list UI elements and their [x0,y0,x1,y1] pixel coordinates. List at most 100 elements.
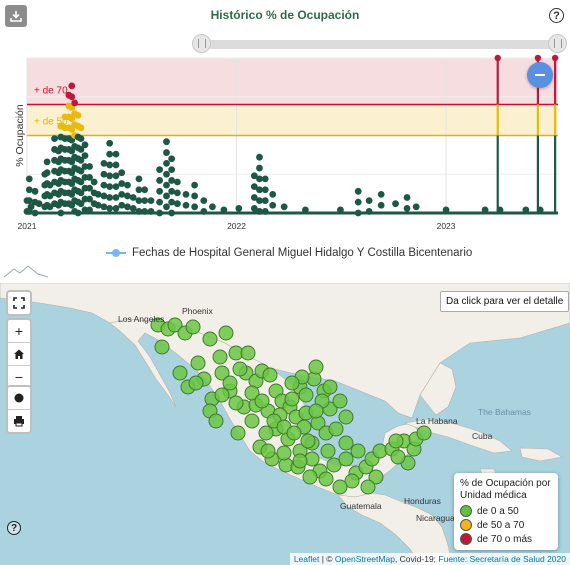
legend-series-label: Fechas de Hospital General Miguel Hidalg… [132,247,473,259]
hospital-marker[interactable] [326,457,342,473]
hospital-marker[interactable] [328,421,344,437]
hospital-marker[interactable] [284,391,300,407]
hospital-marker[interactable] [208,413,224,429]
band-label-0: + de 70 [34,86,68,97]
hospital-marker[interactable] [230,425,246,441]
hospital-marker[interactable] [202,331,218,347]
data-point [403,204,411,212]
hospital-marker[interactable] [338,451,354,467]
hospital-marker[interactable] [300,433,316,449]
data-point [118,169,126,177]
zoom-out-button[interactable] [527,62,553,88]
hospital-marker[interactable] [222,375,238,391]
hospital-marker[interactable] [332,393,348,409]
hospital-marker[interactable] [258,425,274,441]
hospital-marker[interactable] [188,375,204,391]
download-button[interactable] [5,5,27,27]
print-button[interactable] [8,410,30,432]
hospital-marker[interactable] [416,425,432,441]
hispaniola-land [519,447,563,462]
data-point [68,82,76,90]
data-point [77,124,85,132]
date-range-slider-track[interactable] [196,40,562,49]
data-point [163,170,170,178]
range-end-handle[interactable] [548,34,567,53]
data-point [261,175,269,183]
hospital-marker[interactable] [214,365,230,381]
zoom-controls[interactable]: + − [6,318,32,390]
hospital-marker[interactable] [244,413,260,429]
help-icon[interactable]: ? [549,8,564,23]
map-canvas[interactable] [0,283,570,565]
hospital-marker[interactable] [344,473,360,489]
hospital-marker[interactable] [154,339,170,355]
data-point [112,204,120,212]
hospital-marker[interactable] [318,471,334,487]
map-help-icon[interactable]: ? [7,521,21,535]
data-point [135,175,143,183]
hospital-marker[interactable] [338,409,354,425]
chart-legend[interactable]: Fechas de Hospital General Miguel Hidalg… [106,247,472,259]
data-point [168,198,176,206]
hospital-marker[interactable] [308,359,324,375]
tool-controls[interactable] [6,385,32,434]
hospital-marker[interactable] [244,385,260,401]
zoom-out-map-button[interactable]: − [14,369,24,385]
source-link[interactable]: Fuente: Secretaría de Salud 2020 [438,554,566,564]
hospital-marker[interactable] [308,403,324,419]
hospital-marker[interactable] [322,379,338,395]
hospital-marker[interactable] [350,443,366,459]
hospital-marker[interactable] [185,319,201,335]
hospital-marker[interactable] [332,479,348,495]
hospital-marker[interactable] [360,479,376,495]
map-legend-title: % de Ocupación por Unidad médica [460,478,551,501]
locate-button[interactable] [8,387,30,410]
hospital-marker[interactable] [262,367,278,383]
hospital-marker[interactable] [368,469,384,485]
home-button[interactable] [8,343,30,366]
hospital-marker[interactable] [167,317,183,333]
hospital-marker[interactable] [338,435,354,451]
osm-link[interactable]: OpenStreetMap [334,554,395,564]
hospital-marker[interactable] [292,453,308,469]
data-point [43,158,51,166]
hospital-marker[interactable] [298,387,314,403]
hospital-marker[interactable] [388,433,404,449]
data-point [106,204,114,212]
data-point [250,204,258,212]
map-legend-item: de 0 a 50 [460,505,552,517]
central-america-land [337,492,453,565]
hospital-marker[interactable] [172,365,188,381]
data-point [124,192,131,200]
hospital-marker[interactable] [302,469,318,485]
hospital-marker[interactable] [190,355,206,371]
hospital-marker[interactable] [232,361,248,377]
hospital-marker[interactable] [254,393,270,409]
band-1 [27,104,558,136]
map-panel[interactable]: Los Angeles Phoenix La Habana The Bahama… [0,283,570,565]
hospital-marker[interactable] [320,443,336,459]
data-point [156,198,164,206]
data-point [412,203,420,211]
data-point [168,209,176,217]
hospital-marker[interactable] [228,395,244,411]
data-point [90,178,98,186]
legend-dot-yellow [460,519,472,531]
hospital-marker[interactable] [286,425,302,441]
leaflet-link[interactable]: Leaflet [293,554,320,564]
occupancy-chart[interactable]: + de 70 + de 50 % Ocupación 2021 2022 2023 [0,0,570,262]
zoom-in-button[interactable]: + [8,320,30,343]
hospital-marker[interactable] [212,349,228,365]
hospital-marker[interactable] [260,443,276,459]
hospital-marker[interactable] [276,445,292,461]
hospital-marker[interactable] [214,387,230,403]
hospital-marker[interactable] [218,325,234,341]
fullscreen-icon[interactable] [8,292,30,314]
range-start-handle[interactable] [192,34,211,53]
hospital-marker[interactable] [284,375,300,391]
detail-button[interactable]: Da click para ver el detalle [440,291,570,312]
hospital-marker[interactable] [390,449,406,465]
hospital-marker[interactable] [240,345,256,361]
data-point [354,187,362,195]
fullscreen-control[interactable] [6,290,32,316]
